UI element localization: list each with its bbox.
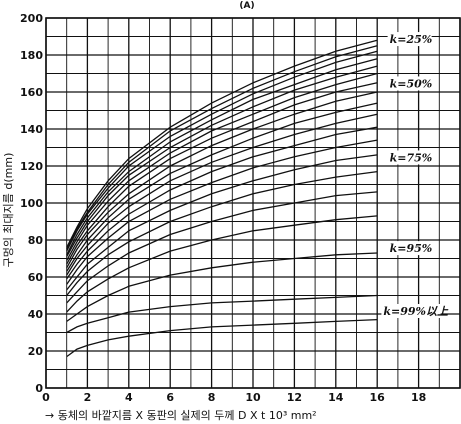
- plot-frame: [45, 17, 461, 389]
- k-label-3: k=75%: [390, 151, 433, 164]
- y-tick-label: 60: [28, 271, 44, 284]
- curve-17: [66, 252, 378, 322]
- curve-14: [66, 170, 378, 296]
- curve-3: [66, 50, 378, 252]
- x-tick-label: 6: [166, 391, 174, 404]
- x-tick-label: 2: [84, 391, 92, 404]
- y-tick-label: 0: [35, 382, 43, 395]
- k-label-2: k=50%: [390, 77, 433, 90]
- k-label-4: k=95%: [390, 242, 433, 255]
- y-tick-label: 80: [28, 234, 44, 247]
- y-tick-label: 20: [28, 345, 44, 358]
- k-label-bg: [387, 76, 432, 91]
- x-tick-label: 14: [328, 391, 344, 404]
- x-tick-label: 16: [370, 391, 386, 404]
- k-label-bg: [387, 150, 432, 165]
- k-label-1: k=25%: [390, 33, 433, 46]
- k-labels: k=25% k=50% k=75% k=95% k=99%以上: [381, 32, 449, 318]
- y-tick-label: 160: [20, 86, 43, 99]
- x-tick-label: 18: [411, 391, 426, 404]
- x-tick-label: 10: [245, 391, 261, 404]
- curve-group: [66, 39, 378, 358]
- curve-12: [66, 139, 378, 285]
- curve-10: [66, 113, 378, 276]
- k-label-5: k=99%以上: [383, 305, 449, 318]
- y-tick-label: 140: [20, 123, 43, 136]
- curve-8: [66, 91, 378, 269]
- curve-7: [66, 82, 378, 265]
- x-tick-label: 4: [125, 391, 133, 404]
- y-tick-label: 120: [20, 160, 43, 173]
- y-axis-label: 구멍의 최대지름 d(mm): [2, 153, 15, 268]
- curve-9: [66, 102, 378, 272]
- curve-1: [66, 39, 378, 248]
- curve-13: [66, 154, 378, 291]
- k-label-bg: [387, 32, 432, 47]
- curve-18: [66, 294, 378, 334]
- curve-2: [66, 45, 378, 250]
- x-tick-label: 12: [287, 391, 302, 404]
- curve-15: [66, 191, 378, 304]
- x-tick-label: 0: [42, 391, 50, 404]
- curve-6: [66, 72, 378, 261]
- x-tick-labels: 0 2 4 6 8 10 12 14 16 18: [42, 391, 426, 404]
- y-tick-labels: 0 20 40 60 80 100 120 140 160 180 200: [20, 12, 43, 395]
- chart-title: (A): [239, 1, 254, 11]
- x-tick-label: 8: [208, 391, 216, 404]
- k-label-bg: [381, 304, 441, 318]
- curve-19: [66, 318, 378, 358]
- y-tick-label: 180: [20, 49, 43, 62]
- k-label-bg: [387, 241, 432, 256]
- curve-16: [66, 215, 378, 313]
- y-tick-label: 200: [20, 12, 43, 25]
- x-axis-label: → 동체의 바깥지름 X 동판의 실제의 두께 D X t 10³ mm²: [45, 409, 317, 422]
- grid: [45, 17, 461, 389]
- curve-4: [66, 58, 378, 256]
- y-tick-label: 40: [28, 308, 44, 321]
- y-tick-label: 100: [20, 197, 43, 210]
- curve-11: [66, 126, 378, 280]
- curve-5: [66, 65, 378, 257]
